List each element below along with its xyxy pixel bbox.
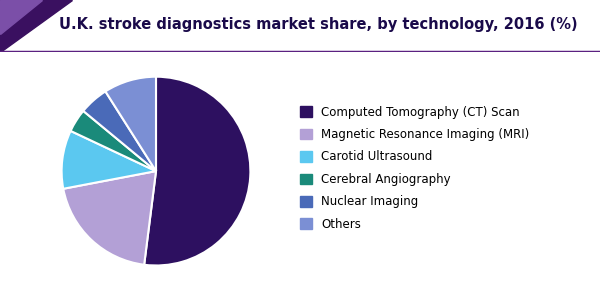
Wedge shape (63, 171, 156, 265)
Wedge shape (106, 77, 156, 171)
Polygon shape (0, 0, 42, 34)
Wedge shape (144, 77, 250, 266)
Legend: Computed Tomography (CT) Scan, Magnetic Resonance Imaging (MRI), Carotid Ultraso: Computed Tomography (CT) Scan, Magnetic … (300, 106, 530, 231)
Text: U.K. stroke diagnostics market share, by technology, 2016 (%): U.K. stroke diagnostics market share, by… (59, 17, 577, 32)
Polygon shape (0, 0, 72, 52)
Wedge shape (62, 131, 156, 189)
Wedge shape (83, 91, 156, 171)
Wedge shape (71, 111, 156, 171)
